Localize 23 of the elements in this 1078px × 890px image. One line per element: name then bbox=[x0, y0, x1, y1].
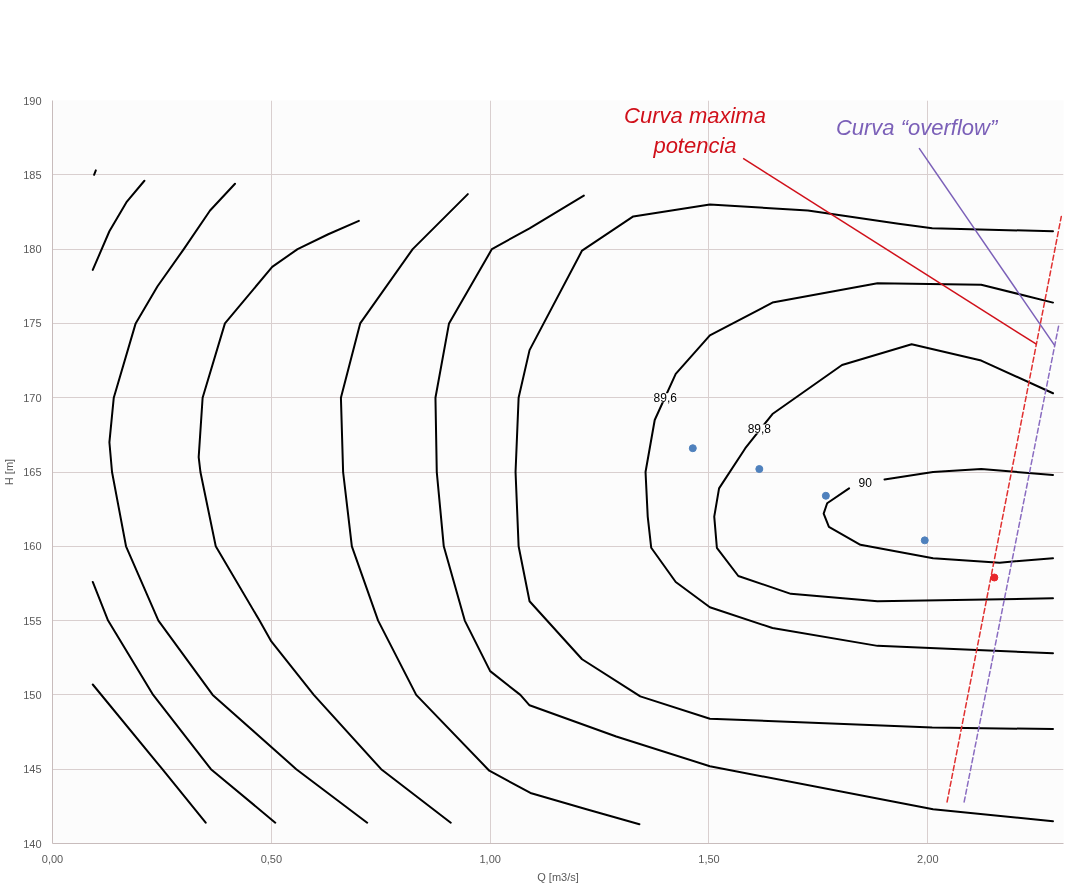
y-tick-label: 170 bbox=[23, 391, 42, 404]
x-tick-label: 2,00 bbox=[917, 852, 939, 865]
y-tick-label: 180 bbox=[23, 243, 42, 256]
y-tick-label: 175 bbox=[23, 317, 42, 330]
annotation: Curva maxima potencia bbox=[624, 102, 766, 158]
y-tick-label: 150 bbox=[23, 688, 42, 701]
annotation: 89,8 bbox=[747, 422, 772, 437]
y-tick-label: 160 bbox=[23, 540, 42, 553]
annotation: 89,6 bbox=[653, 391, 678, 406]
x-axis-title: Q [m3/s] bbox=[537, 870, 579, 883]
x-tick-label: 1,00 bbox=[479, 852, 501, 865]
y-tick-label: 145 bbox=[23, 763, 42, 776]
y-tick-label: 165 bbox=[23, 466, 42, 478]
y-tick-label: 185 bbox=[23, 168, 42, 181]
y-tick-label: 190 bbox=[23, 94, 42, 107]
y-tick-label: 140 bbox=[23, 837, 42, 850]
x-tick-label: 0,50 bbox=[260, 852, 283, 865]
x-tick-label: 1,50 bbox=[698, 852, 720, 865]
x-tick-label: 0,00 bbox=[41, 852, 64, 865]
annotation: Curva “overflow” bbox=[835, 114, 999, 140]
y-tick-label: 155 bbox=[23, 614, 42, 627]
annotation: 90 bbox=[858, 475, 873, 490]
y-axis-title: H [m] bbox=[3, 458, 16, 486]
